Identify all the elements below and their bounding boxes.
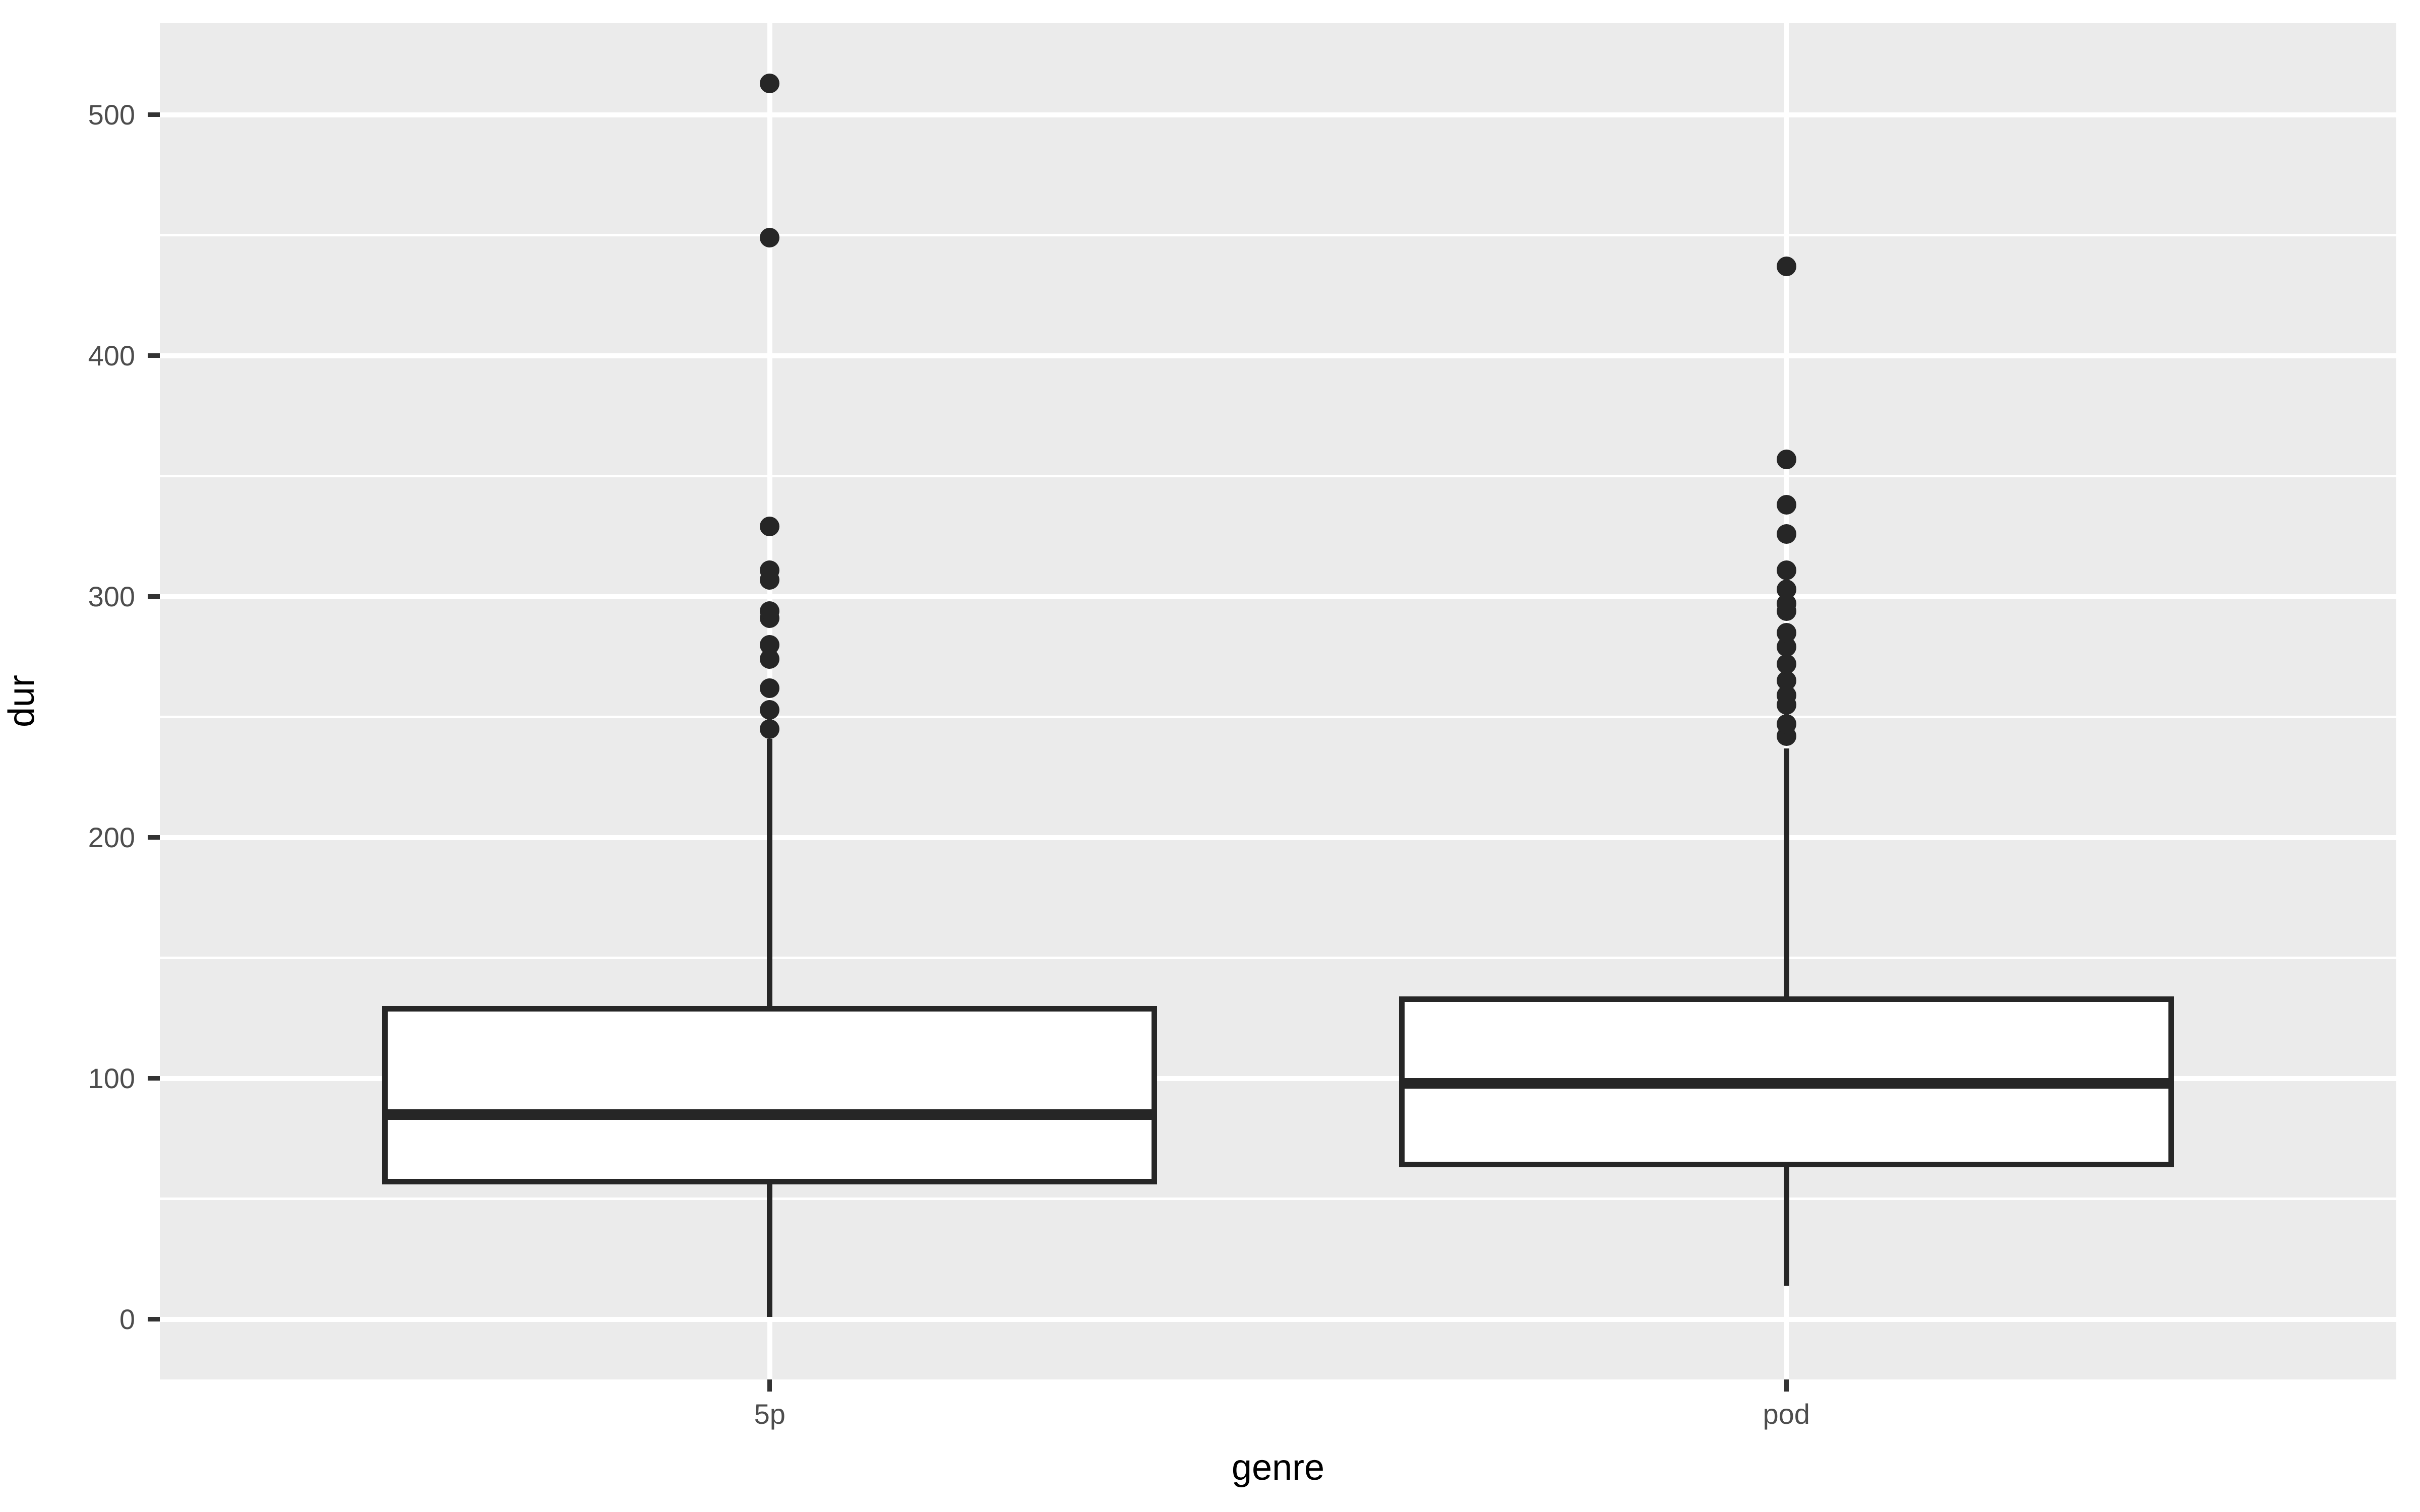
whisker-upper bbox=[767, 738, 773, 1006]
y-tick-mark bbox=[148, 1317, 160, 1321]
outlier-dot bbox=[1776, 449, 1796, 469]
y-tick-mark bbox=[148, 112, 160, 117]
outlier-dot bbox=[1776, 579, 1796, 599]
y-tick-label: 500 bbox=[88, 98, 135, 131]
box-5p bbox=[382, 1006, 1158, 1184]
y-tick-mark bbox=[148, 353, 160, 358]
median-line bbox=[382, 1109, 1158, 1120]
outlier-dot bbox=[1776, 714, 1796, 734]
outlier-dot bbox=[760, 635, 780, 655]
gridline-major bbox=[160, 594, 2396, 599]
x-tick-label: 5p bbox=[754, 1398, 785, 1430]
gridline-minor bbox=[160, 234, 2396, 237]
outlier-dot bbox=[760, 700, 780, 720]
gridline-major bbox=[160, 1316, 2396, 1322]
outlier-dot bbox=[760, 517, 780, 537]
outlier-dot bbox=[1776, 671, 1796, 691]
gridline-major bbox=[160, 1076, 2396, 1081]
outlier-dot bbox=[1776, 622, 1796, 643]
y-tick-mark bbox=[148, 594, 160, 599]
gridline-minor bbox=[160, 957, 2396, 960]
x-tick-mark bbox=[1784, 1379, 1789, 1392]
y-tick-label: 0 bbox=[119, 1303, 135, 1335]
gridline-minor bbox=[160, 475, 2396, 478]
outlier-dot bbox=[760, 227, 780, 247]
x-tick-mark bbox=[767, 1379, 772, 1392]
outlier-dot bbox=[760, 719, 780, 739]
y-tick-label: 300 bbox=[88, 580, 135, 612]
x-axis-title: genre bbox=[1231, 1447, 1325, 1488]
outlier-dot bbox=[760, 678, 780, 698]
gridline-major bbox=[160, 353, 2396, 358]
x-tick-label: pod bbox=[1763, 1398, 1810, 1430]
whisker-lower bbox=[767, 1184, 773, 1317]
gridline-minor bbox=[160, 1198, 2396, 1201]
outlier-dot bbox=[1776, 524, 1796, 544]
outlier-dot bbox=[1776, 257, 1796, 277]
y-tick-label: 400 bbox=[88, 339, 135, 371]
outlier-dot bbox=[1776, 495, 1796, 515]
gridline-major bbox=[160, 112, 2396, 117]
outlier-dot bbox=[760, 73, 780, 93]
whisker-upper bbox=[1783, 748, 1789, 997]
gridline-major bbox=[160, 835, 2396, 840]
y-tick-label: 100 bbox=[88, 1062, 135, 1094]
outlier-dot bbox=[1776, 560, 1796, 580]
median-line bbox=[1399, 1078, 2174, 1089]
gridline-minor bbox=[160, 716, 2396, 719]
y-tick-mark bbox=[148, 1076, 160, 1081]
outlier-dot bbox=[760, 560, 780, 580]
outlier-dot bbox=[1776, 654, 1796, 674]
whisker-lower bbox=[1783, 1167, 1789, 1286]
y-tick-mark bbox=[148, 835, 160, 840]
outlier-dot bbox=[760, 601, 780, 621]
y-tick-label: 200 bbox=[88, 821, 135, 853]
